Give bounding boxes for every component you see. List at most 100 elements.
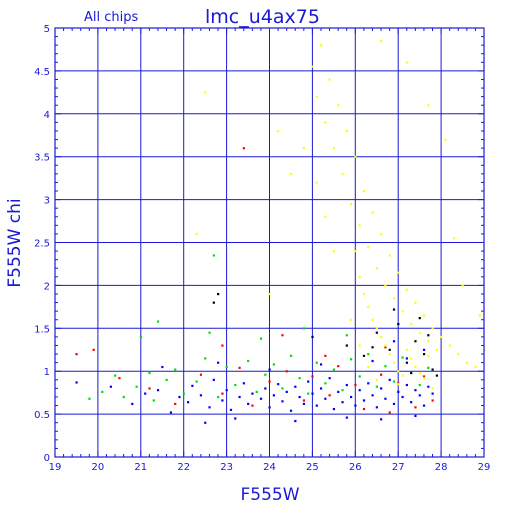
data-point — [332, 147, 336, 150]
data-point — [410, 371, 413, 375]
data-point — [405, 383, 408, 387]
data-point — [380, 335, 383, 339]
data-point — [204, 91, 207, 94]
data-point — [358, 375, 361, 378]
data-point — [405, 61, 408, 64]
data-point — [427, 366, 430, 369]
y-tick-label: 5 — [44, 24, 50, 35]
data-point — [75, 353, 78, 356]
data-point — [384, 284, 387, 287]
axis-frame — [54, 27, 485, 458]
data-point — [144, 392, 147, 395]
data-point — [418, 371, 421, 375]
x-tick-label: 24 — [263, 462, 276, 473]
data-point — [324, 121, 327, 124]
data-point — [277, 129, 280, 133]
data-point — [350, 202, 353, 206]
y-tick-label: 2 — [44, 281, 50, 292]
chart-subtitle: All chips — [84, 10, 138, 25]
data-point — [337, 104, 340, 107]
data-point — [337, 365, 340, 368]
x-tick-label: 28 — [435, 462, 448, 473]
data-point — [238, 366, 241, 369]
data-point — [324, 215, 327, 218]
data-point — [195, 232, 198, 236]
data-point — [156, 389, 160, 392]
data-point — [422, 377, 426, 380]
data-point — [341, 389, 344, 392]
data-point — [332, 407, 336, 411]
data-point — [169, 411, 173, 414]
data-point — [131, 402, 134, 406]
data-point — [311, 392, 314, 395]
data-point — [152, 399, 155, 402]
y-tick-label: 0 — [44, 453, 50, 464]
data-point — [264, 373, 267, 376]
data-point — [229, 408, 233, 412]
data-point — [401, 356, 404, 359]
data-point — [225, 389, 228, 392]
data-point — [427, 354, 430, 357]
data-point — [392, 402, 396, 406]
data-point — [350, 358, 353, 361]
data-point — [358, 389, 361, 392]
data-point — [311, 65, 314, 68]
data-point — [384, 397, 387, 400]
data-point — [410, 401, 413, 404]
data-point — [122, 395, 125, 399]
data-point — [414, 406, 417, 409]
data-point — [186, 401, 190, 404]
data-point — [422, 348, 426, 351]
data-point — [302, 147, 306, 150]
data-point — [371, 394, 374, 397]
data-point — [174, 402, 177, 406]
data-point — [354, 250, 357, 253]
data-point — [392, 361, 396, 364]
data-point — [212, 378, 215, 381]
y-tick-label: 1 — [44, 367, 50, 378]
data-point — [225, 365, 228, 369]
data-point — [332, 368, 336, 371]
data-point — [281, 334, 284, 337]
data-point — [208, 331, 211, 334]
data-point — [431, 392, 434, 395]
data-point — [358, 344, 361, 347]
data-point — [401, 374, 404, 377]
data-point — [410, 357, 413, 360]
data-point — [315, 361, 318, 364]
data-point — [204, 357, 207, 360]
data-point — [315, 181, 318, 184]
data-point — [362, 399, 366, 402]
y-tick-label: 3.5 — [34, 153, 50, 164]
data-point — [242, 382, 245, 385]
data-point — [435, 348, 439, 351]
x-tick-labels: 19 20 21 22 23 24 25 26 27 28 29 — [49, 462, 491, 473]
data-point — [418, 383, 421, 387]
data-point — [367, 365, 370, 369]
data-point — [367, 382, 370, 385]
data-point — [247, 359, 250, 363]
data-point — [259, 337, 263, 340]
data-point — [380, 39, 383, 43]
data-point — [448, 344, 451, 347]
data-point — [375, 331, 378, 334]
y-tick-label: 3 — [44, 196, 50, 207]
data-point — [380, 387, 383, 390]
x-tick-label: 29 — [478, 462, 491, 473]
data-point — [422, 314, 426, 317]
data-point — [101, 390, 104, 393]
y-tick-label: 4.5 — [34, 67, 50, 78]
data-point — [371, 359, 374, 363]
data-point — [397, 370, 400, 373]
data-point — [440, 335, 443, 339]
data-point — [259, 397, 263, 400]
data-point — [362, 354, 366, 357]
data-point — [135, 385, 138, 388]
data-point — [392, 308, 396, 311]
data-points — [75, 39, 486, 424]
data-point — [195, 380, 198, 383]
y-tick-label: 2.5 — [34, 239, 50, 250]
data-point — [328, 78, 331, 81]
